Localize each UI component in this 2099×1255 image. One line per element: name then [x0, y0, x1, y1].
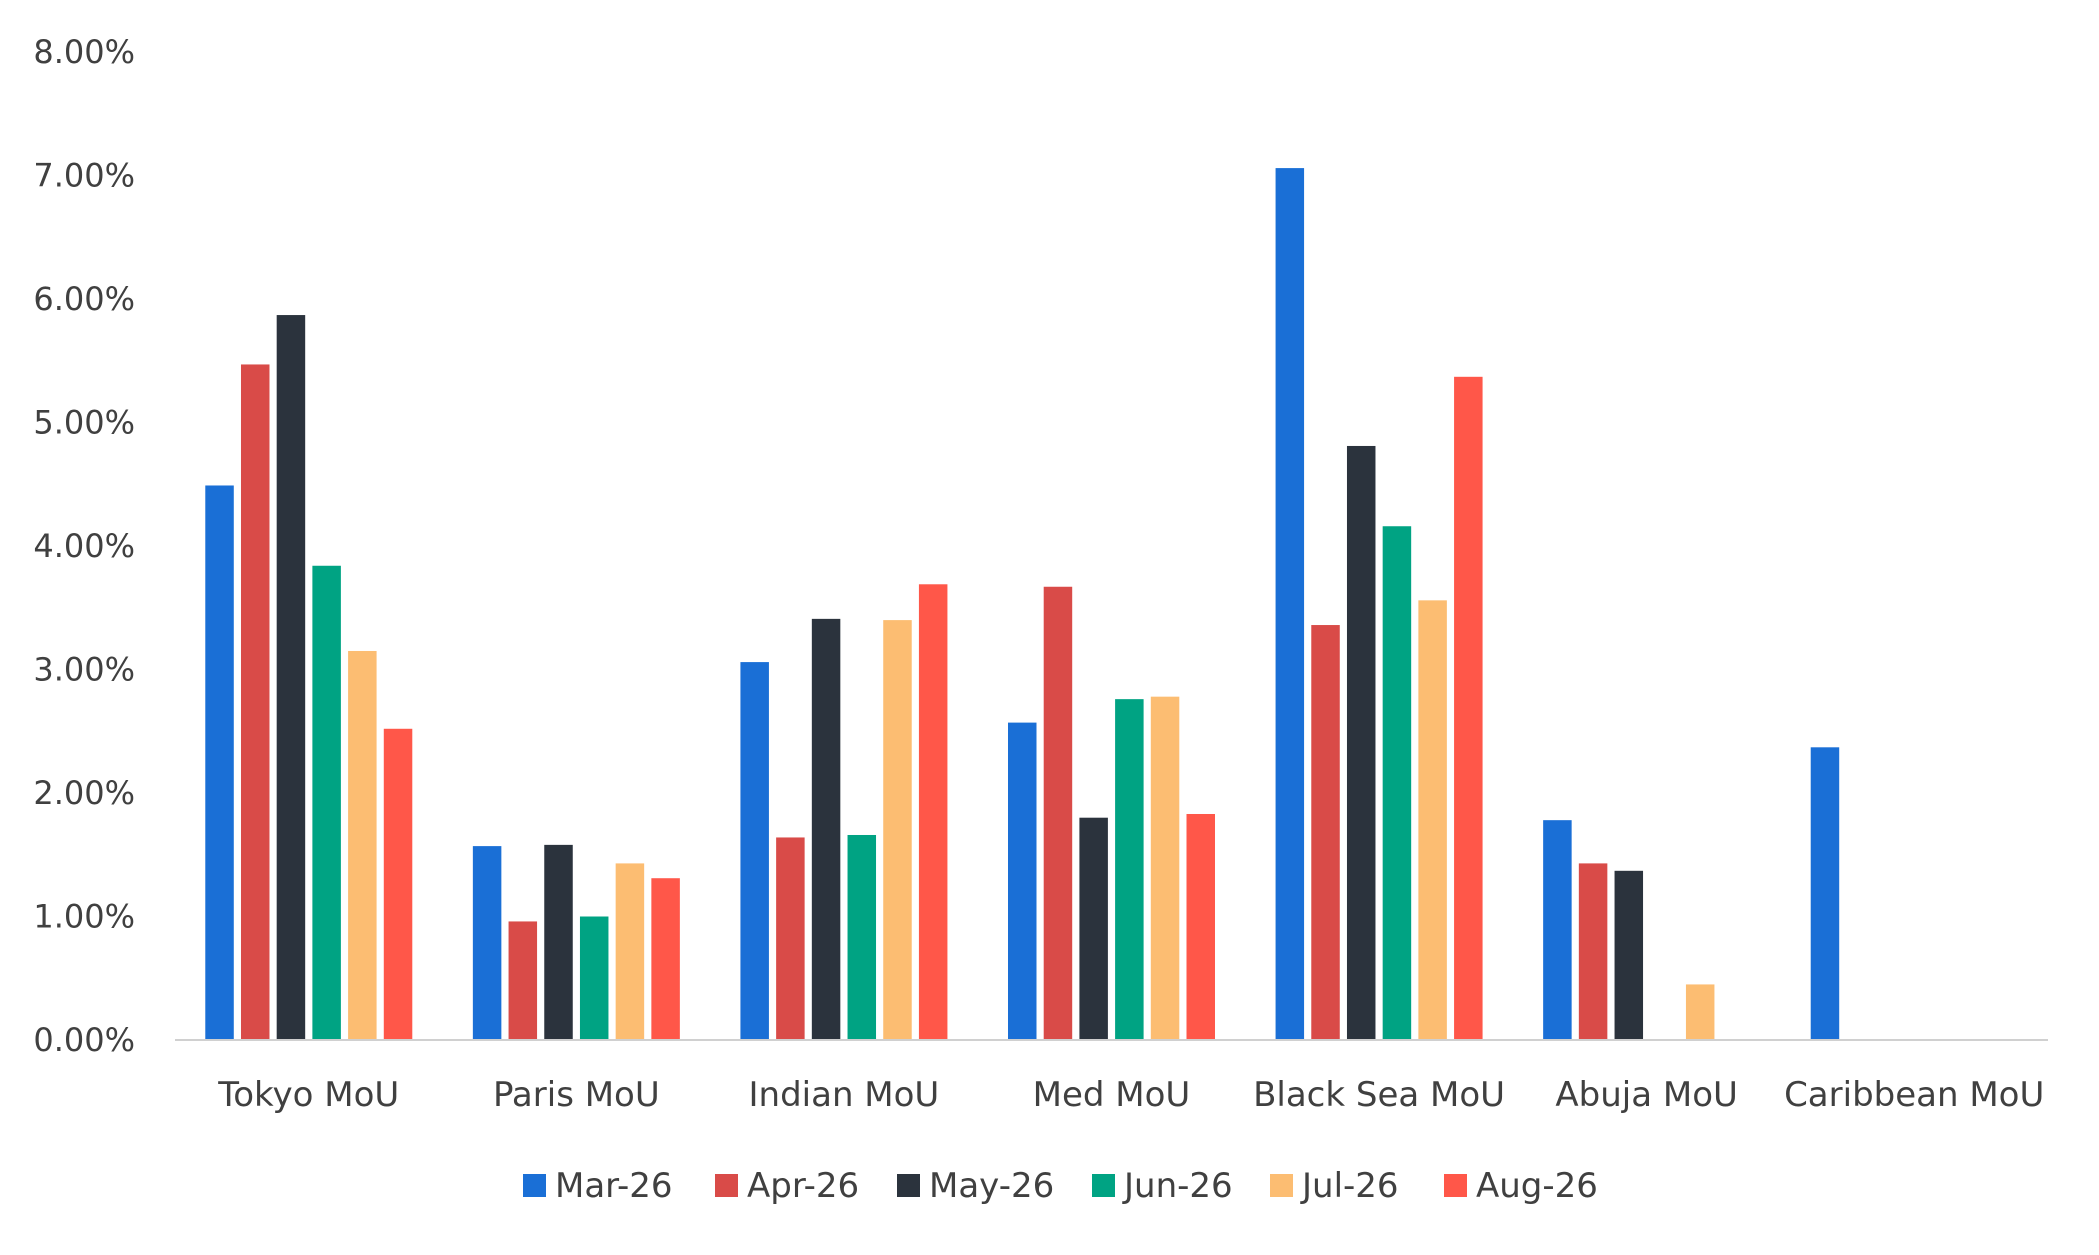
- bar: [472, 846, 502, 1040]
- y-tick-label: 3.00%: [33, 651, 135, 689]
- legend-label: Mar-26: [555, 1166, 673, 1206]
- y-tick-label: 0.00%: [33, 1021, 135, 1059]
- y-tick-label: 8.00%: [33, 33, 135, 71]
- bar: [1150, 696, 1180, 1040]
- y-axis-tick-labels: 0.00% 1.00% 2.00% 3.00% 4.00% 5.00% 6.00% 7.00%…: [33, 33, 135, 1059]
- bar: [1614, 870, 1644, 1040]
- legend-label: May-26: [929, 1166, 1054, 1206]
- bar: [651, 878, 680, 1040]
- bar: [1578, 863, 1608, 1040]
- legend-swatch: [897, 1174, 920, 1197]
- legend-label: Jun-26: [1122, 1166, 1233, 1206]
- bars: [205, 168, 1840, 1041]
- bar: [615, 863, 645, 1040]
- bar: [383, 728, 413, 1040]
- bar: [508, 921, 538, 1040]
- x-category-label: Black Sea MoU: [1253, 1075, 1505, 1115]
- bar: [1043, 586, 1073, 1040]
- bar: [776, 837, 805, 1040]
- bar: [1418, 600, 1447, 1040]
- bar: [918, 584, 948, 1040]
- y-tick-label: 6.00%: [33, 280, 135, 318]
- legend-swatch: [715, 1174, 738, 1197]
- x-category-label: Caribbean MoU: [1784, 1075, 2044, 1115]
- x-category-label: Indian MoU: [749, 1075, 940, 1115]
- bar: [1454, 376, 1483, 1040]
- y-tick-label: 2.00%: [33, 774, 135, 812]
- bar: [579, 916, 609, 1040]
- bar: [883, 620, 912, 1040]
- bar: [544, 844, 573, 1040]
- bar: [240, 364, 270, 1041]
- bar: [1685, 984, 1715, 1040]
- bar: [1079, 817, 1108, 1040]
- bar: [348, 650, 377, 1040]
- legend: Mar-26 Apr-26 May-26 Jun-26 Jul-26 Aug-26: [523, 1166, 1598, 1206]
- x-category-label: Med MoU: [1033, 1075, 1191, 1115]
- bar: [1810, 747, 1840, 1040]
- bar: [1115, 699, 1144, 1040]
- y-tick-label: 1.00%: [33, 898, 135, 936]
- bar: [276, 315, 306, 1040]
- legend-swatch: [1270, 1174, 1293, 1197]
- bar: [1275, 168, 1305, 1041]
- x-category-label: Abuja MoU: [1555, 1075, 1738, 1115]
- bar: [811, 618, 841, 1040]
- bar: [312, 565, 341, 1040]
- y-tick-label: 5.00%: [33, 404, 135, 442]
- bar: [847, 834, 877, 1040]
- x-category-label: Paris MoU: [493, 1075, 660, 1115]
- bar: [1382, 526, 1412, 1040]
- legend-swatch: [1444, 1174, 1467, 1197]
- legend-label: Aug-26: [1476, 1166, 1598, 1206]
- bar: [1008, 722, 1037, 1040]
- legend-swatch: [523, 1174, 546, 1197]
- bar: [740, 662, 769, 1040]
- legend-label: Apr-26: [747, 1166, 859, 1206]
- bar: [205, 485, 234, 1040]
- bar: [1346, 445, 1376, 1041]
- bar: [1311, 625, 1340, 1040]
- bar: [1186, 813, 1215, 1040]
- legend-label: Jul-26: [1300, 1166, 1399, 1206]
- x-axis-category-labels: Tokyo MoU Paris MoU Indian MoU Med MoU Black…: [217, 1075, 2044, 1115]
- y-tick-label: 4.00%: [33, 527, 135, 565]
- legend-swatch: [1092, 1174, 1115, 1197]
- x-category-label: Tokyo MoU: [217, 1075, 399, 1115]
- y-tick-label: 7.00%: [33, 157, 135, 195]
- bar: [1543, 820, 1572, 1040]
